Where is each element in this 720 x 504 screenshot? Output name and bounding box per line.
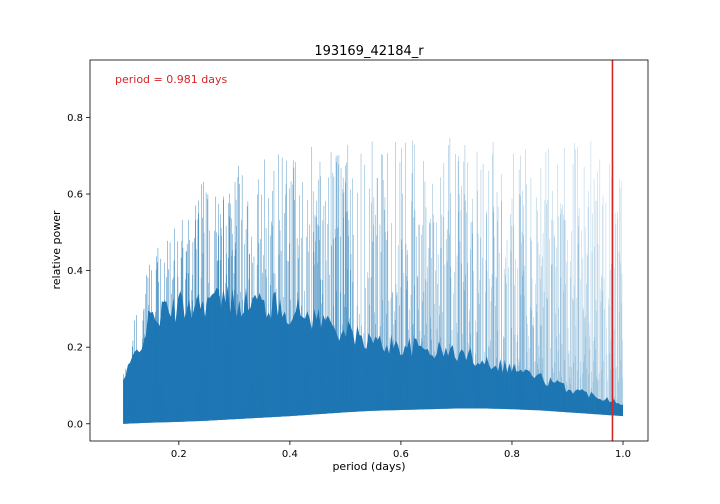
y-tick-label: 0.2 bbox=[67, 343, 83, 354]
y-axis-label: relative power bbox=[50, 210, 63, 289]
periodogram-series bbox=[123, 138, 624, 424]
y-tick-label: 0.4 bbox=[67, 266, 83, 277]
y-tick-label: 0.6 bbox=[67, 190, 83, 201]
x-tick-label: 0.4 bbox=[282, 449, 298, 460]
y-axis-ticks: 0.0 0.2 0.4 0.6 0.8 bbox=[67, 113, 90, 430]
periodogram-dense-core bbox=[123, 285, 624, 424]
chart-title: 193169_42184_r bbox=[314, 44, 424, 59]
x-axis-label: period (days) bbox=[332, 460, 405, 473]
y-tick-label: 0.8 bbox=[67, 113, 83, 124]
axes-frame bbox=[89, 59, 649, 442]
x-tick-label: 0.8 bbox=[504, 449, 520, 460]
plot-area bbox=[89, 59, 649, 442]
x-tick-label: 0.6 bbox=[393, 449, 409, 460]
x-tick-label: 0.2 bbox=[171, 449, 187, 460]
y-tick-label: 0.0 bbox=[67, 419, 83, 430]
period-annotation: period = 0.981 days bbox=[115, 73, 227, 86]
x-tick-label: 1.0 bbox=[615, 449, 631, 460]
x-axis-ticks: 0.2 0.4 0.6 0.8 1.0 bbox=[171, 441, 631, 460]
